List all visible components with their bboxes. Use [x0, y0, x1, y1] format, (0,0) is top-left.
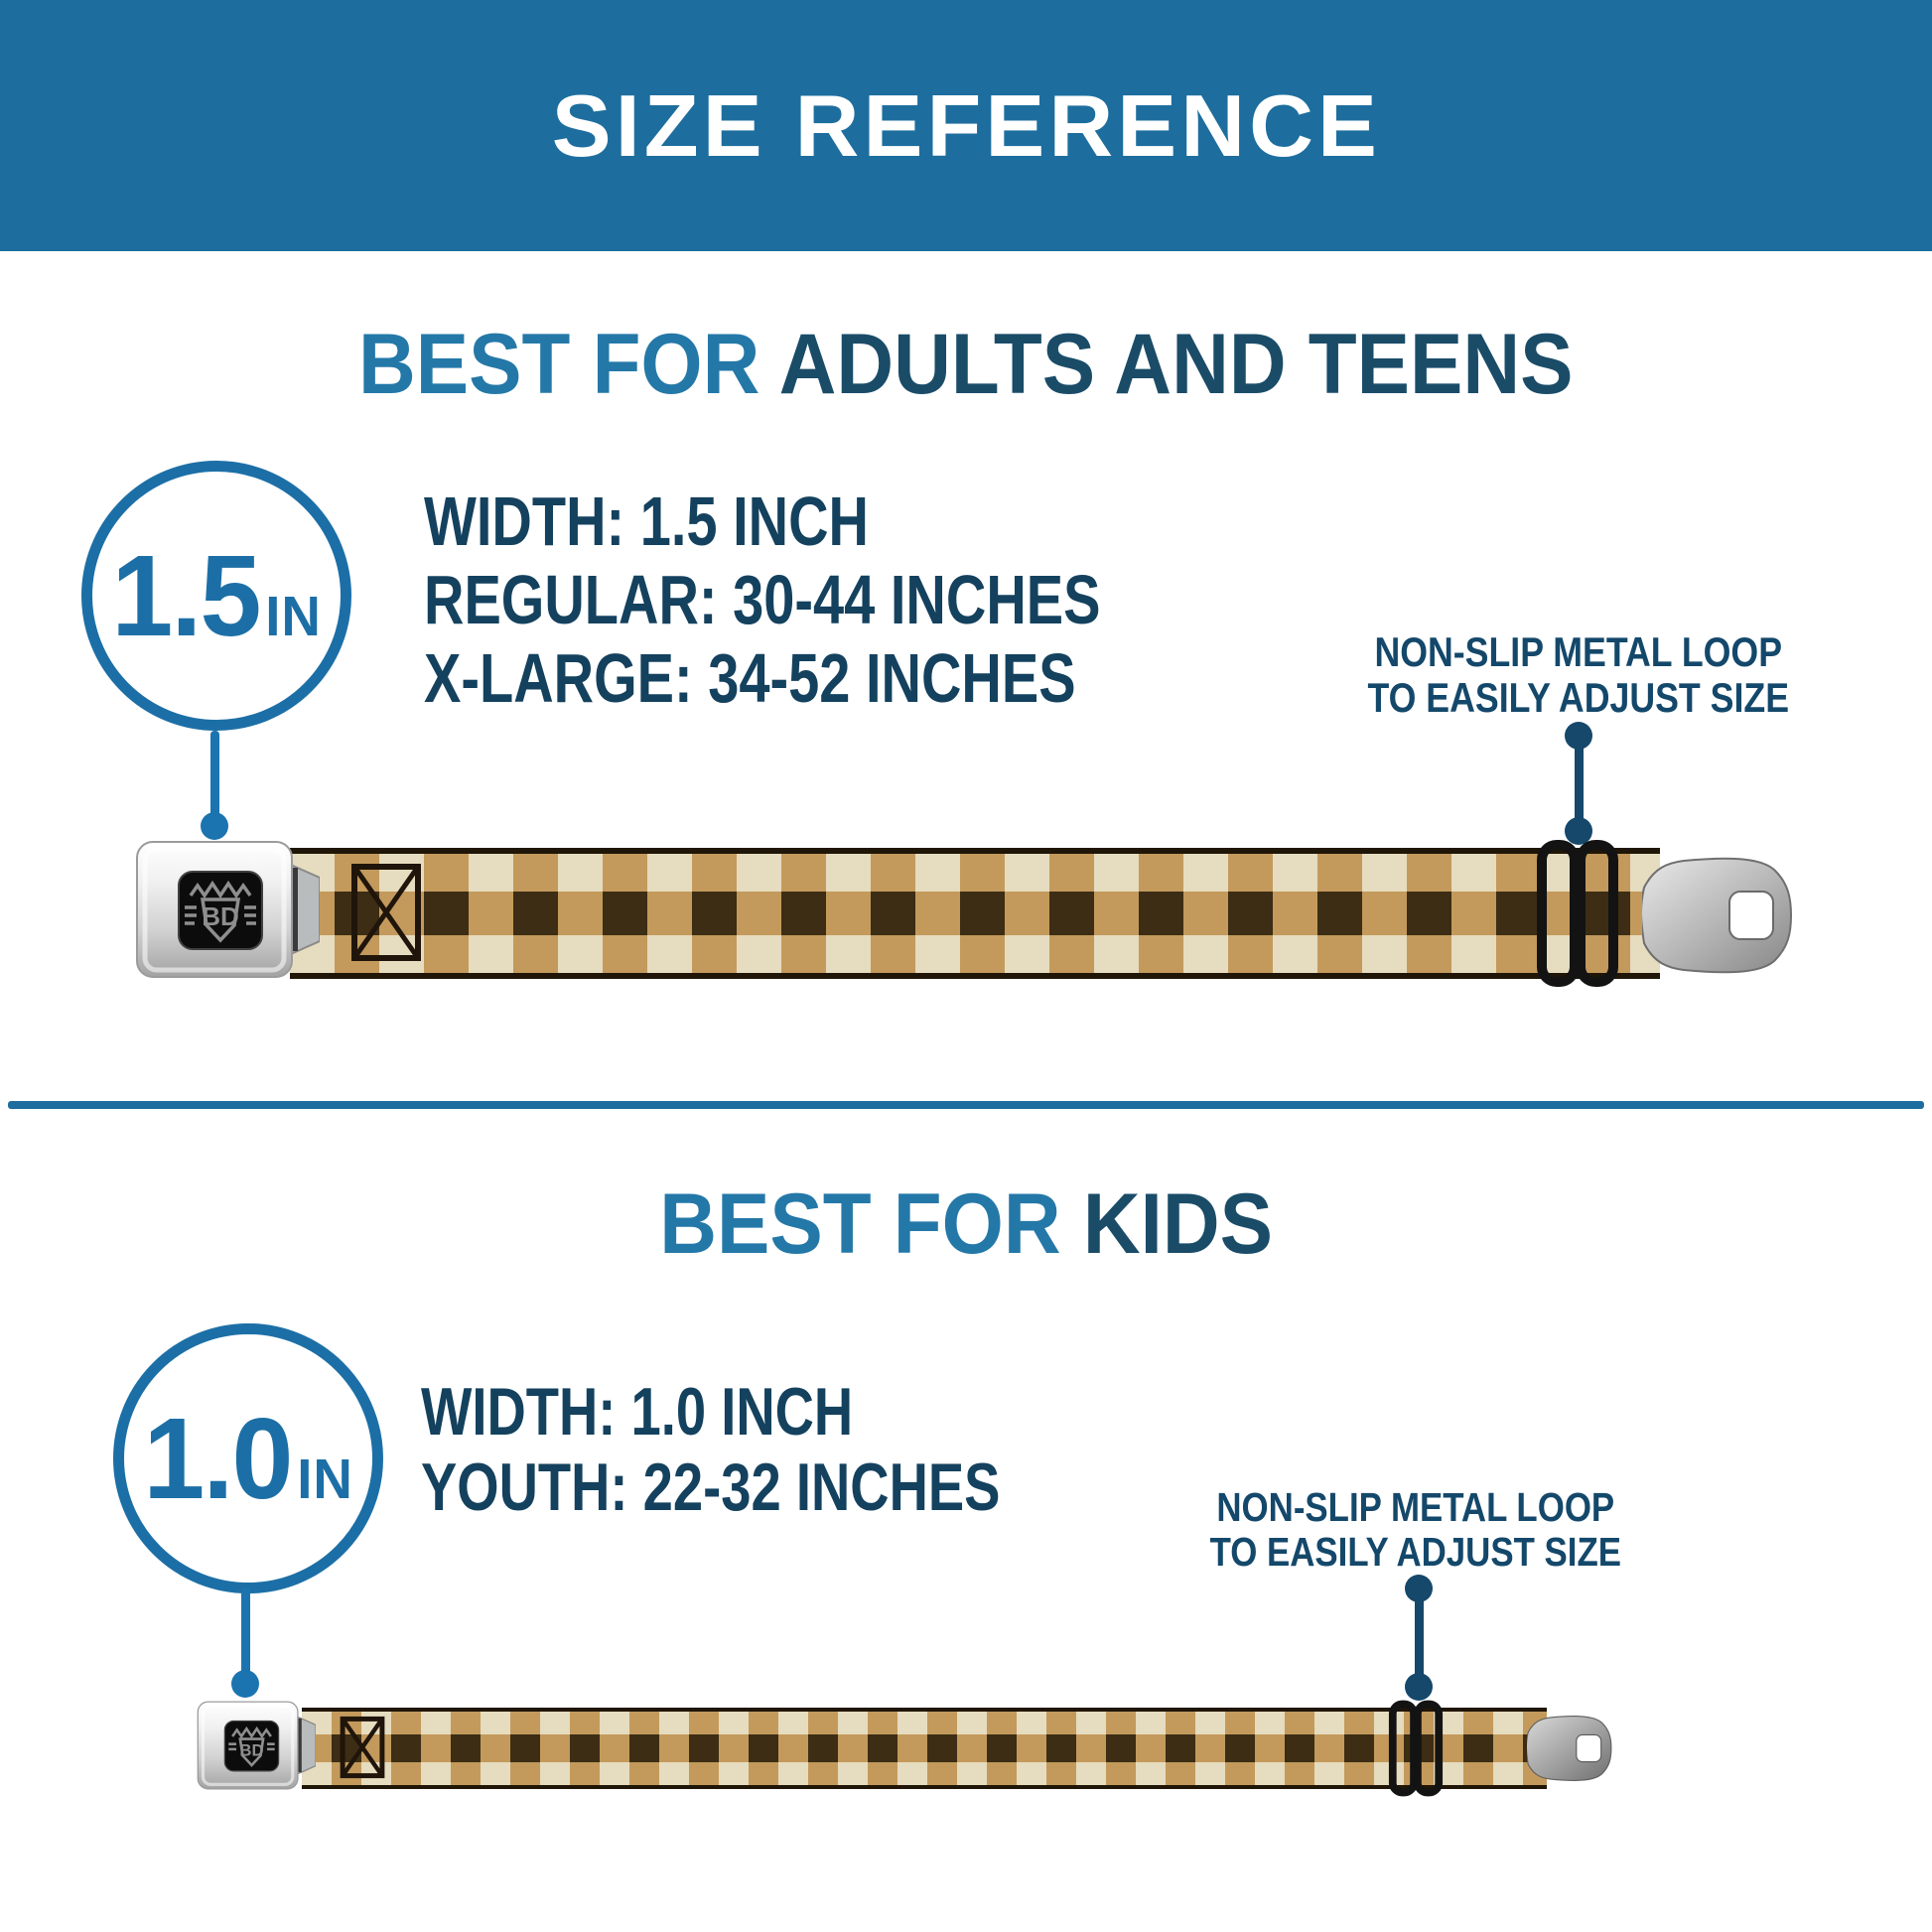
seatbelt-buckle-icon: BD [197, 1701, 316, 1790]
header-bar: SIZE REFERENCE [0, 0, 1932, 251]
stitch-box-icon [351, 864, 421, 961]
badge-connector-dot [201, 812, 228, 840]
width-badge-1-5in: 1.5 IN [81, 461, 351, 731]
callout-line1: NON-SLIP METAL LOOP [1374, 628, 1783, 675]
buckle-logo-text: BD [239, 1740, 263, 1759]
badge-connector-line [241, 1587, 250, 1679]
section-heading-kids-text: BEST FOR KIDS [659, 1175, 1273, 1274]
callout-line2: TO EASILY ADJUST SIZE [1209, 1529, 1622, 1575]
section-divider [8, 1101, 1924, 1109]
heading-rest: ADULTS AND TEENS [778, 317, 1574, 412]
section-heading-kids: BEST FOR KIDS [0, 1175, 1932, 1274]
callout-connector-dot-bottom [1405, 1673, 1433, 1701]
width-badge-text: 1.5 IN [111, 529, 321, 662]
heading-accent: BEST FOR [358, 317, 760, 412]
section-heading-adults-text: BEST FOR ADULTS AND TEENS [358, 316, 1573, 414]
spec-width: WIDTH: 1.5 INCH [424, 483, 869, 560]
callout-nonslip-loop-adults: NON-SLIP METAL LOOP TO EASILY ADJUST SIZ… [1281, 629, 1876, 721]
callout-connector-line [1415, 1588, 1424, 1684]
belt-strap-adults [290, 848, 1660, 979]
callout-nonslip-loop-kids: NON-SLIP METAL LOOP TO EASILY ADJUST SIZ… [1118, 1485, 1714, 1575]
spec-regular: REGULAR: 30-44 INCHES [424, 561, 1101, 638]
metal-loop-icon [1537, 840, 1618, 987]
heading-rest: KIDS [1082, 1176, 1273, 1272]
spec-width: WIDTH: 1.0 INCH [421, 1374, 854, 1449]
badge-value: 1.5 [111, 531, 261, 660]
width-badge-text: 1.0 IN [143, 1392, 352, 1525]
badge-connector-dot [231, 1670, 259, 1698]
belt-strap-kids [302, 1708, 1547, 1789]
badge-value: 1.0 [143, 1394, 293, 1523]
spec-xlarge: X-LARGE: 34-52 INCHES [424, 639, 1076, 717]
callout-text: NON-SLIP METAL LOOP TO EASILY ADJUST SIZ… [1368, 629, 1790, 721]
stitch-box-icon [340, 1716, 385, 1779]
spec-list-kids: WIDTH: 1.0 INCH YOUTH: 22-32 INCHES [421, 1374, 1000, 1525]
badge-unit: IN [297, 1448, 353, 1511]
spec-youth: YOUTH: 22-32 INCHES [421, 1449, 1001, 1525]
section-heading-adults: BEST FOR ADULTS AND TEENS [0, 316, 1932, 414]
callout-line1: NON-SLIP METAL LOOP [1216, 1484, 1615, 1530]
metal-tip-icon [1642, 857, 1793, 974]
bd-logo-icon [185, 880, 256, 943]
badge-connector-line [210, 731, 219, 822]
metal-loop-icon [1388, 1700, 1444, 1797]
callout-connector-line [1575, 736, 1584, 831]
badge-unit: IN [265, 585, 322, 648]
page-title: SIZE REFERENCE [551, 75, 1381, 175]
buckle-logo-text: BD [202, 901, 239, 931]
heading-accent: BEST FOR [659, 1176, 1061, 1272]
callout-text: NON-SLIP METAL LOOP TO EASILY ADJUST SIZ… [1210, 1485, 1621, 1575]
metal-tip-icon [1527, 1716, 1612, 1781]
spec-list-adults: WIDTH: 1.5 INCH REGULAR: 30-44 INCHES X-… [424, 483, 1100, 718]
width-badge-1-0in: 1.0 IN [113, 1323, 383, 1593]
callout-connector-dot-bottom [1565, 817, 1592, 845]
bd-logo-icon [228, 1725, 275, 1767]
callout-line2: TO EASILY ADJUST SIZE [1367, 674, 1790, 721]
seatbelt-buckle-icon: BD [136, 841, 320, 978]
